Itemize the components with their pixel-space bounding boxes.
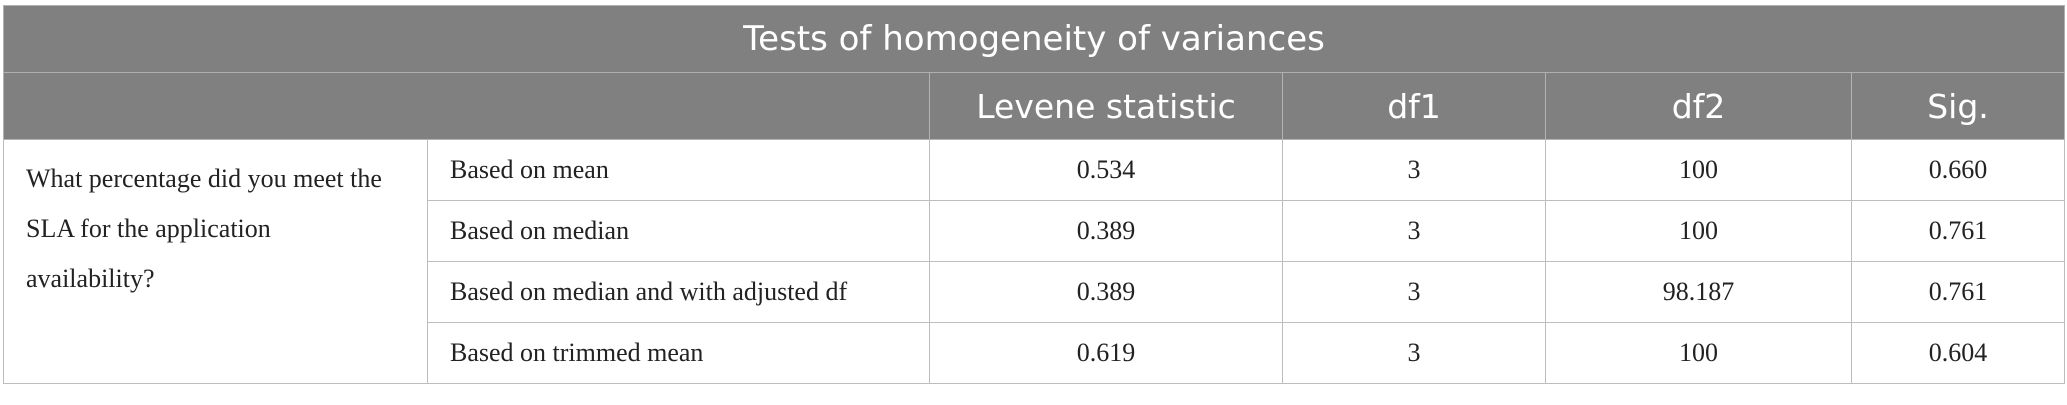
row-label: Based on mean — [427, 139, 930, 201]
header-df1: df1 — [1282, 72, 1546, 140]
sig-value: 0.761 — [1850, 200, 2066, 262]
row-label: Based on trimmed mean — [427, 322, 930, 384]
header-df2: df2 — [1545, 72, 1852, 140]
levene-value: 0.534 — [929, 139, 1283, 201]
header-sig: Sig. — [1850, 72, 2066, 140]
row-label: Based on median and with adjusted df — [427, 261, 930, 323]
table-row: Based on median and with adjusted df 0.3… — [4, 261, 2066, 323]
df2-value: 100 — [1545, 200, 1852, 262]
variance-test-table-container: Tests of homogeneity of variances Levene… — [2, 5, 2066, 384]
variance-test-table: Tests of homogeneity of variances Levene… — [2, 5, 2066, 384]
df2-value: 100 — [1545, 139, 1852, 201]
sig-value: 0.761 — [1850, 261, 2066, 323]
table-header-row: Levene statistic df1 df2 Sig. — [3, 72, 2066, 140]
df1-value: 3 — [1282, 322, 1546, 384]
header-levene-statistic: Levene statistic — [929, 72, 1283, 140]
question-label: What percentage did you meet the SLA for… — [3, 139, 428, 384]
df2-value: 98.187 — [1545, 261, 1852, 323]
sig-value: 0.660 — [1850, 139, 2066, 201]
levene-value: 0.619 — [929, 322, 1283, 384]
row-label: Based on median — [427, 200, 930, 262]
header-blank — [3, 72, 930, 140]
df1-value: 3 — [1282, 261, 1546, 323]
table-row: What percentage did you meet the SLA for… — [3, 139, 2066, 384]
sig-value: 0.604 — [1850, 322, 2066, 384]
table-row: Based on median 0.389 3 100 0.761 — [4, 200, 2066, 262]
levene-value: 0.389 — [929, 200, 1283, 262]
table-title: Tests of homogeneity of variances — [2, 5, 2066, 73]
levene-value: 0.389 — [929, 261, 1283, 323]
df2-value: 100 — [1545, 322, 1852, 384]
df1-value: 3 — [1282, 200, 1546, 262]
table-row: Based on trimmed mean 0.619 3 100 0.604 — [4, 322, 2066, 384]
table-title-row: Tests of homogeneity of variances — [2, 5, 2066, 73]
df1-value: 3 — [1282, 139, 1546, 201]
